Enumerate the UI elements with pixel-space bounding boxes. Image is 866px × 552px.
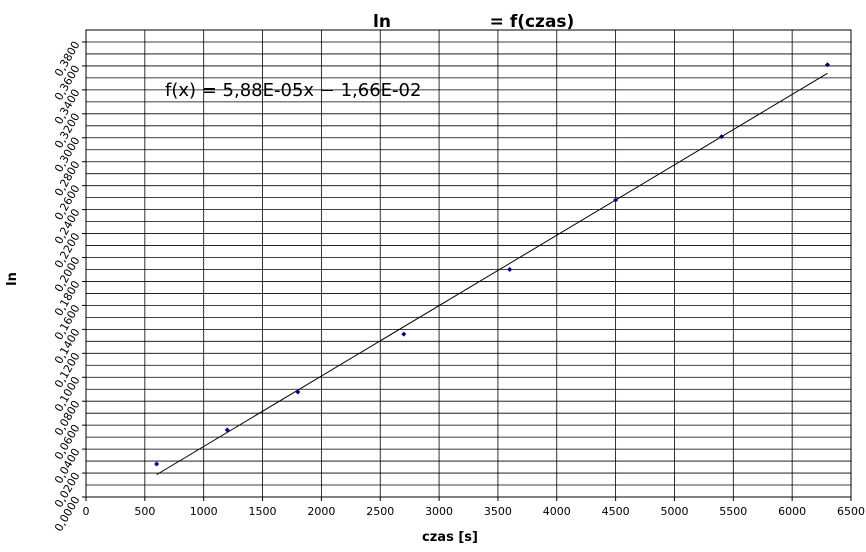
x-tick-label: 5000 (660, 505, 688, 518)
y-axis-label: ln (5, 272, 20, 286)
x-tick-label: 5500 (719, 505, 747, 518)
data-point (824, 62, 830, 68)
data-point (224, 427, 230, 433)
x-tick-label: 6500 (837, 505, 865, 518)
x-tick-label: 2500 (366, 505, 394, 518)
trendline-equation: f(x) = 5,88E-05x − 1,66E-02 (165, 80, 421, 101)
x-tick-label: 4500 (602, 505, 630, 518)
x-tick-label: 3500 (484, 505, 512, 518)
plot-frame (85, 29, 852, 498)
x-tick-label: 3000 (425, 505, 453, 518)
x-tick-label: 6000 (778, 505, 806, 518)
x-tick-label: 2000 (307, 505, 335, 518)
x-tick-label: 1000 (190, 505, 218, 518)
data-point (295, 389, 301, 395)
data-point (154, 461, 160, 467)
x-tick-label: 500 (134, 505, 155, 518)
data-point (401, 331, 407, 337)
trendline (156, 72, 828, 476)
data-point (719, 134, 725, 140)
x-tick-label: 0 (83, 505, 90, 518)
x-axis-label: czas [s] (422, 530, 478, 545)
chart-title: ln (373, 12, 391, 32)
data-point (507, 266, 513, 272)
x-tick-label: 4000 (543, 505, 571, 518)
x-tick-label: 1500 (249, 505, 277, 518)
chart-title: = f(czas) (490, 12, 575, 32)
data-point (613, 197, 619, 203)
